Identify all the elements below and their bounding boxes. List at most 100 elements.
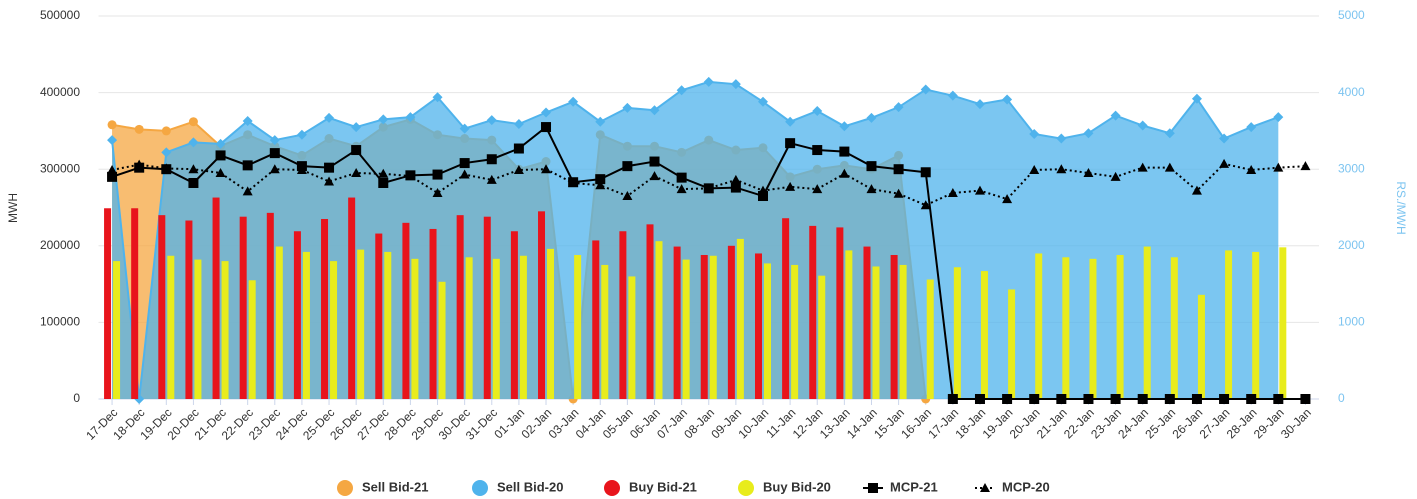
point	[405, 171, 416, 181]
bar	[1279, 247, 1287, 399]
legend-item[interactable]: MCP-21	[863, 479, 938, 494]
bar	[456, 215, 464, 399]
point	[513, 164, 524, 174]
point	[459, 123, 470, 134]
point	[188, 177, 199, 188]
point	[622, 191, 633, 201]
point	[839, 168, 850, 178]
point	[757, 191, 768, 202]
bar	[402, 222, 410, 399]
bar	[890, 254, 898, 399]
point	[107, 171, 118, 182]
point	[432, 169, 443, 180]
legend-item[interactable]: Sell Bid-21	[337, 479, 428, 496]
point	[1137, 162, 1148, 172]
point	[1164, 162, 1175, 172]
bar	[872, 266, 880, 399]
legend-marker	[337, 480, 353, 496]
bar	[655, 241, 663, 399]
point	[595, 174, 606, 185]
point	[215, 150, 226, 161]
point	[324, 162, 335, 173]
point	[757, 96, 768, 107]
bar	[519, 255, 527, 399]
legend-item[interactable]: MCP-20	[975, 479, 1050, 494]
y-tick-label: 100000	[40, 315, 80, 329]
point	[378, 168, 389, 178]
point	[1273, 162, 1284, 172]
point	[595, 180, 606, 190]
point	[134, 124, 144, 134]
point	[1137, 394, 1148, 404]
legend-item[interactable]: Sell Bid-20	[472, 479, 563, 496]
point	[351, 122, 362, 133]
point	[1300, 394, 1311, 404]
point	[486, 115, 497, 126]
point	[785, 116, 796, 127]
bar	[131, 208, 139, 399]
y2-tick-label: 0	[1338, 391, 1345, 405]
bar	[574, 254, 582, 399]
bar	[266, 212, 274, 399]
point	[459, 158, 470, 169]
point	[486, 174, 497, 184]
point	[1191, 93, 1202, 104]
point	[1219, 394, 1230, 404]
bar	[682, 259, 690, 399]
bar	[510, 231, 518, 399]
point	[296, 129, 307, 140]
legend-label: MCP-20	[1002, 479, 1050, 494]
bar	[113, 261, 121, 399]
bar	[330, 261, 338, 399]
point	[595, 116, 606, 127]
point	[622, 161, 633, 172]
bar	[429, 228, 437, 399]
point	[785, 138, 796, 149]
point	[866, 112, 877, 123]
point	[107, 120, 117, 130]
bar	[538, 211, 546, 399]
area	[112, 81, 1279, 399]
point	[351, 145, 362, 156]
bar	[321, 218, 329, 399]
y-tick-label: 300000	[40, 161, 80, 175]
point	[1219, 133, 1230, 144]
bar	[754, 253, 762, 399]
point	[215, 168, 226, 178]
point	[1273, 394, 1284, 404]
bar	[348, 197, 356, 399]
point	[839, 121, 850, 132]
legend-item[interactable]: Buy Bid-21	[604, 479, 697, 496]
point	[920, 167, 931, 178]
point	[622, 102, 633, 113]
point	[269, 164, 280, 174]
legend-label: Sell Bid-20	[497, 479, 563, 494]
point	[947, 90, 958, 101]
point	[161, 147, 172, 158]
legend-item[interactable]: Buy Bid-20	[738, 479, 831, 496]
point	[920, 84, 931, 95]
legend-marker	[980, 483, 990, 492]
point	[1164, 394, 1175, 404]
point	[378, 114, 389, 125]
point	[568, 96, 579, 107]
bar	[863, 246, 871, 399]
point	[649, 156, 660, 167]
point	[242, 115, 253, 126]
y2-tick-label: 5000	[1338, 8, 1365, 22]
point	[541, 122, 552, 133]
point	[974, 185, 985, 195]
x-tick-label: 30-Jan	[1278, 405, 1314, 441]
point	[161, 163, 172, 173]
point	[676, 184, 687, 194]
point	[866, 184, 877, 194]
point	[730, 79, 741, 90]
point	[107, 135, 118, 146]
bar	[158, 215, 166, 399]
point	[1191, 185, 1202, 195]
bar	[104, 208, 112, 399]
bar	[357, 249, 365, 399]
point	[405, 112, 416, 123]
legend-label: Buy Bid-21	[629, 479, 697, 494]
